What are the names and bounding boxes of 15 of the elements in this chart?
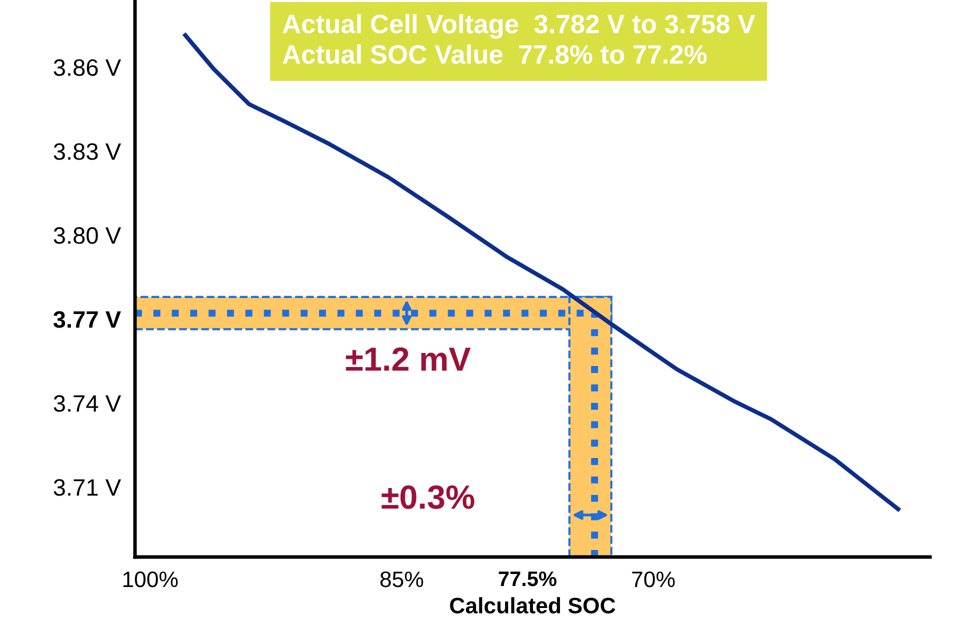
annotation: Actual SOC Value 77.8% to 77.2%: [282, 44, 707, 64]
y-tick-label: 3.74 V: [54, 395, 122, 412]
x-tick-label: 85%: [380, 571, 424, 588]
annotation: Actual Cell Voltage 3.782 V to 3.758 V: [282, 14, 756, 39]
annotation: ±0.3%: [382, 485, 474, 509]
x-tick-label: 77.5%: [498, 571, 556, 586]
x-axis-title: Calculated SOC: [450, 597, 616, 614]
y-tick-label: 3.80 V: [54, 227, 122, 244]
y-tick-label: 3.83 V: [54, 143, 122, 160]
y-tick-label: 3.86 V: [54, 59, 122, 76]
y-tick-label: 3.71 V: [54, 479, 122, 496]
annotation: ±1.2 mV: [346, 347, 471, 371]
y-tick-label: 3.77 V: [53, 311, 121, 328]
x-tick-label: 70%: [632, 571, 675, 588]
x-tick-label: 100%: [123, 571, 178, 588]
